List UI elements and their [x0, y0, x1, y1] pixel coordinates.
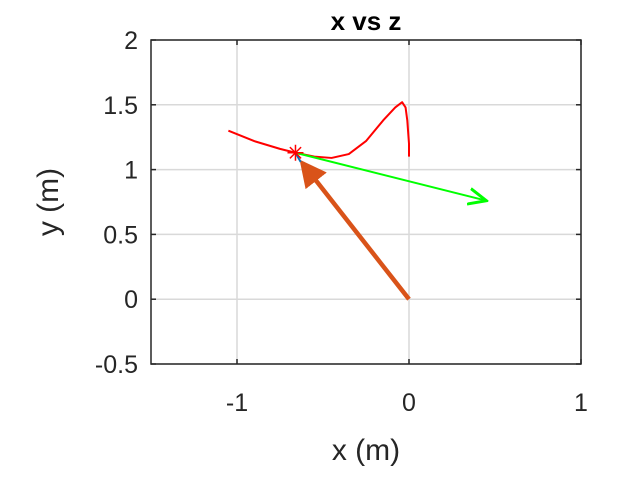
x-tick-label: -1: [226, 389, 248, 417]
orange-vector-arrow: [299, 159, 411, 301]
axes-box: [150, 39, 582, 365]
series-line-0: [228, 101, 410, 159]
y-tick-labels: -0.5 0 0.5 1 1.5 2: [95, 27, 138, 379]
asterisk-marker: [287, 144, 304, 161]
y-tick-label: 1: [124, 157, 138, 185]
x-tick-labels: -1 0 1: [226, 389, 588, 417]
y-tick-label: 0.5: [103, 221, 138, 249]
x-tick-label: 1: [574, 389, 588, 417]
y-axis-label: y (m): [32, 168, 65, 236]
y-tick-label: 2: [124, 27, 138, 55]
series-layer: [228, 101, 486, 301]
chart-title: x vs z: [331, 6, 402, 36]
plot-area-background: [151, 40, 581, 364]
y-tick-label: 0: [124, 286, 138, 314]
x-axis-label: x (m): [332, 434, 400, 467]
y-tick-label: -0.5: [95, 351, 138, 379]
x-tick-label: 0: [402, 389, 416, 417]
tick-marks: [151, 39, 582, 365]
green-vector-arrow: [295, 151, 486, 201]
y-tick-label: 1.5: [103, 92, 138, 120]
